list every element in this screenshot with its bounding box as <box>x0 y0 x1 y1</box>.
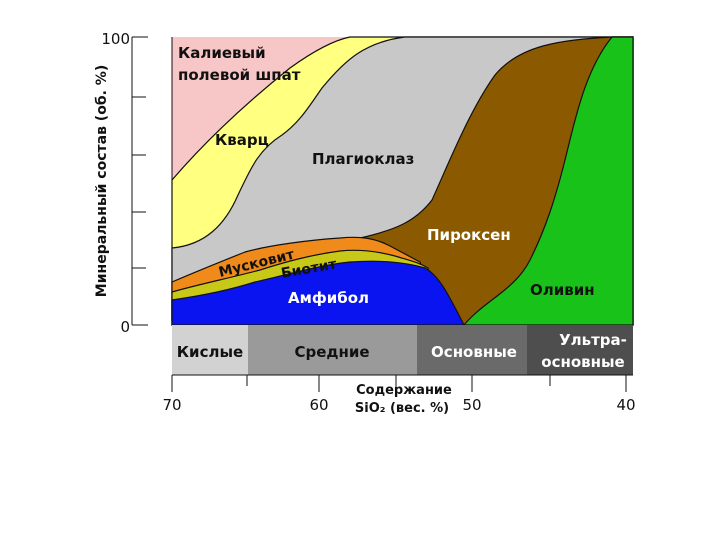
label-amphibole: Амфибол <box>288 289 369 307</box>
class-band-ultrabasic <box>527 325 633 375</box>
y-ticks <box>132 36 148 326</box>
x-axis-label-2: SiO₂ (вес. %) <box>355 401 449 416</box>
class-label-ultrabasic-1: Ультра- <box>559 331 627 349</box>
x-ticks <box>171 375 627 392</box>
class-label-intermediate: Средние <box>294 343 369 361</box>
label-pyroxene: Пироксен <box>427 226 511 244</box>
x-tick-40: 40 <box>616 396 635 414</box>
y-axis-label: Минеральный состав (об. %) <box>94 65 110 297</box>
class-label-acidic: Кислые <box>177 343 243 361</box>
label-plagioclase: Плагиоклаз <box>312 150 414 168</box>
x-tick-50: 50 <box>462 396 481 414</box>
class-label-ultrabasic-2: основные <box>541 353 624 371</box>
class-label-basic: Основные <box>431 343 517 361</box>
class-band-intermediate <box>248 325 417 375</box>
area-pyroxene <box>171 36 634 326</box>
label-olivine: Оливин <box>530 281 595 299</box>
area-olivine <box>462 36 634 326</box>
class-band-basic <box>417 325 527 375</box>
area-amphibole <box>171 260 465 326</box>
x-axis-label-1: Содержание <box>356 383 452 398</box>
class-band-acidic <box>172 325 248 375</box>
label-orthoclase-1: Калиевый <box>178 44 266 62</box>
x-tick-60: 60 <box>309 396 328 414</box>
label-quartz: Кварц <box>215 131 269 149</box>
label-orthoclase-2: полевой шпат <box>178 66 301 84</box>
y-tick-100: 100 <box>101 30 130 48</box>
y-tick-0: 0 <box>120 318 130 336</box>
x-tick-70: 70 <box>162 396 181 414</box>
